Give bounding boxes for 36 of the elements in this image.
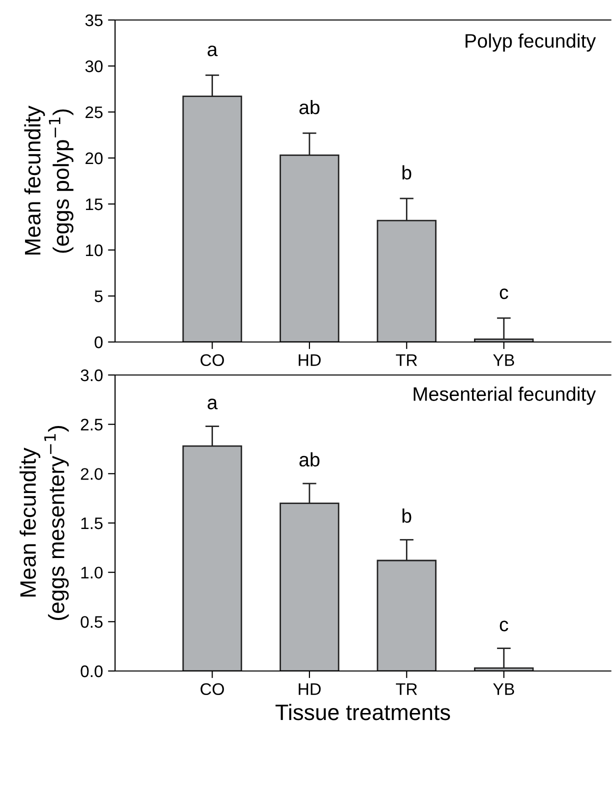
annotation: a (208, 398, 218, 410)
y-tick-label: 2.0 (80, 468, 103, 480)
y-tick-label: 10 (86, 244, 103, 256)
annotation: c (500, 620, 508, 632)
y-tick-label: 0.5 (80, 616, 103, 628)
y-tick-label: 0.0 (80, 665, 103, 678)
x-tick-label: HD (298, 354, 321, 366)
x-axis-title: Tissue treatments (276, 704, 450, 720)
x-tick-label: CO (200, 354, 224, 366)
annotation: b (402, 508, 412, 523)
annotation: Mesenterial fecundity (414, 386, 596, 405)
x-tick-label: HD (298, 683, 321, 695)
annotation: ab (299, 100, 320, 114)
annotation: ab (299, 452, 320, 467)
y-tick-label: 5 (94, 290, 103, 302)
y-axis-title: Mean fecundity (eggs mesentery$^{−1}$) (20, 426, 69, 620)
x-tick-label: CO (200, 683, 224, 696)
y-tick-label: 30 (85, 60, 103, 72)
y-tick-label: 0 (94, 336, 103, 348)
y-tick-label: 35 (85, 14, 103, 26)
x-tick-label: TR (396, 683, 417, 695)
annotation: a (208, 46, 218, 56)
x-tick-label: YB (493, 683, 514, 695)
annotation: Polyp fecundity (466, 33, 596, 52)
y-tick-label: 15 (86, 198, 103, 210)
annotation: c (500, 288, 508, 300)
y-tick-label: 1.0 (81, 566, 103, 579)
x-tick-label: YB (493, 354, 514, 366)
y-tick-label: 1.5 (81, 518, 103, 530)
y-tick-label: 25 (86, 106, 103, 118)
x-tick-label: TR (396, 354, 417, 366)
y-axis-title: Mean fecundity (eggs polyp$^{−1}$) (24, 106, 74, 255)
y-tick-label: 2.5 (80, 418, 103, 431)
annotation: b (402, 165, 412, 180)
y-tick-label: 20 (86, 152, 103, 164)
y-tick-label: 3.0 (80, 369, 103, 382)
